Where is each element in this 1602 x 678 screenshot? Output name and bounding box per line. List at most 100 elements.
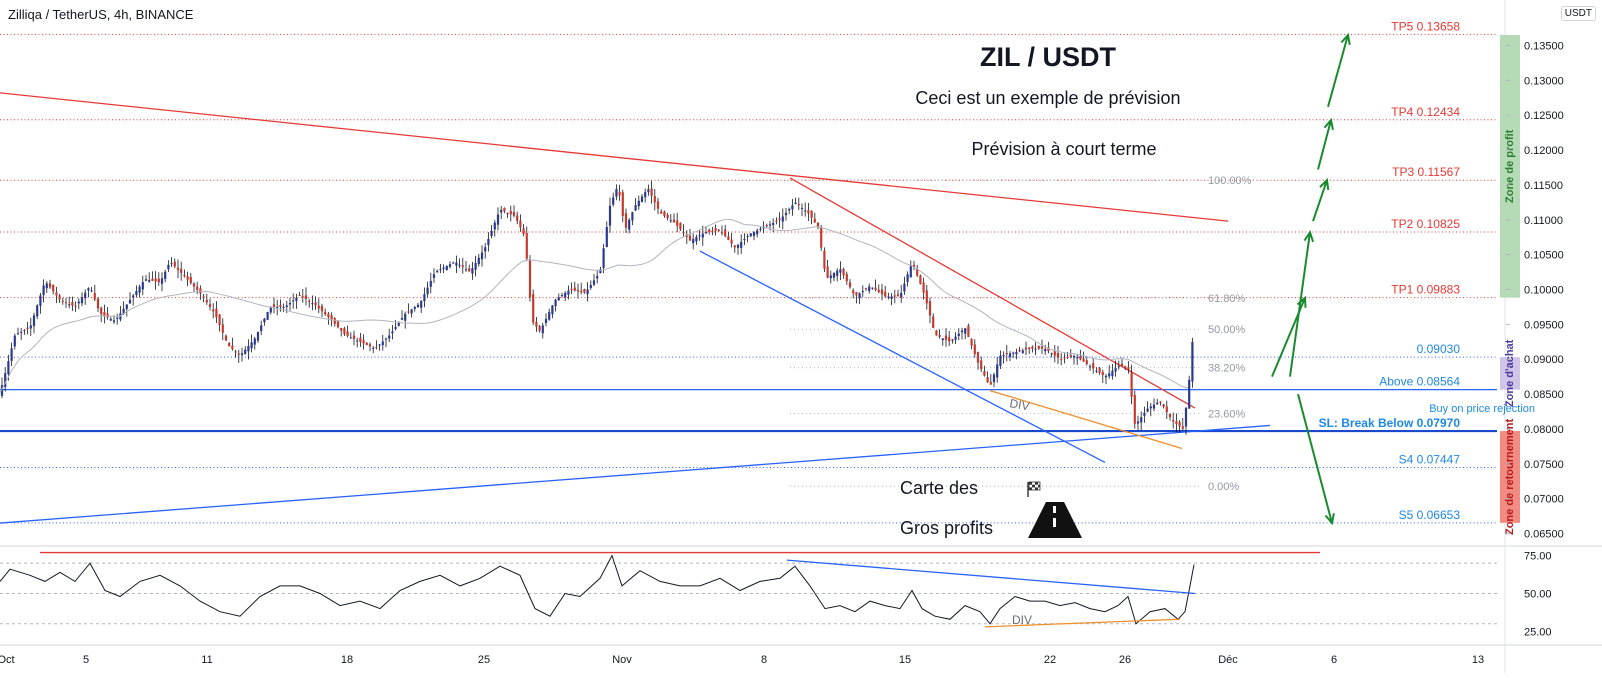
- projection-arrow: [1297, 393, 1333, 524]
- candle-body: [247, 345, 250, 352]
- candle-body: [455, 262, 458, 266]
- candle-body: [784, 212, 788, 216]
- candle-body: [1114, 368, 1117, 372]
- candle-body: [1111, 370, 1114, 377]
- projection-arrowhead: [1323, 117, 1334, 131]
- candle-body: [439, 269, 442, 271]
- time-tick-label: 18: [341, 654, 353, 666]
- map-line-1: Carte des: [900, 478, 978, 498]
- candle-body: [1143, 412, 1146, 416]
- level-label: TP1 0.09883: [1391, 283, 1460, 297]
- candle-body: [1181, 426, 1184, 429]
- candle-body: [909, 265, 912, 278]
- candle-body: [519, 220, 522, 228]
- candle-body: [1082, 358, 1085, 362]
- candle-body: [503, 207, 506, 212]
- candle-body: [263, 318, 266, 323]
- candle-body: [788, 209, 791, 211]
- projection-arrowhead: [1324, 513, 1335, 526]
- candle-body: [218, 314, 221, 325]
- level-label: S5 0.06653: [1399, 508, 1461, 522]
- candle-body: [141, 282, 144, 290]
- candle-body: [1178, 421, 1181, 427]
- price-tick-label: 0.10000: [1524, 284, 1564, 296]
- candle-body: [874, 287, 877, 290]
- candle-body: [80, 297, 84, 304]
- price-tick-label: 0.13000: [1524, 75, 1564, 87]
- candle-body: [544, 318, 548, 324]
- fib-label: 100.00%: [1208, 175, 1252, 187]
- candle-body: [973, 344, 976, 355]
- chart-title: ZIL / USDT: [980, 42, 1117, 72]
- candle-body: [650, 188, 653, 196]
- time-tick-label: 15: [899, 654, 911, 666]
- candle-body: [813, 218, 816, 223]
- candle-body: [868, 286, 871, 291]
- candle-body: [551, 305, 554, 315]
- candle-body: [352, 335, 356, 339]
- candle-body: [71, 301, 74, 306]
- price-tick-label: 0.10500: [1524, 250, 1564, 262]
- finish-flag-icon: [1027, 481, 1041, 497]
- candle-body: [304, 295, 308, 299]
- zone-band: [1500, 431, 1520, 523]
- candle-body: [487, 238, 490, 246]
- candle-body: [880, 289, 884, 295]
- candle-body: [996, 364, 999, 378]
- candle-body: [852, 290, 855, 294]
- candle-body: [1188, 379, 1191, 409]
- time-tick-label: 6: [1331, 654, 1337, 666]
- candle-body: [596, 275, 599, 279]
- candle-body: [496, 214, 500, 225]
- candle-body: [87, 288, 90, 291]
- candle-body: [1152, 404, 1156, 409]
- candle-body: [845, 274, 848, 282]
- div-label-rsi: DIV: [1012, 613, 1032, 627]
- candle-body: [730, 239, 733, 244]
- candle-body: [250, 342, 253, 349]
- price-tick-label: 0.11500: [1524, 180, 1563, 192]
- candle-body: [717, 229, 720, 231]
- candle-body: [154, 278, 157, 282]
- candle-body: [240, 353, 244, 356]
- currency-badge[interactable]: USDT: [1560, 6, 1596, 21]
- candle-body: [324, 311, 327, 315]
- candle-body: [1044, 348, 1047, 352]
- candle-body: [858, 293, 861, 299]
- candle-body: [96, 298, 100, 309]
- candle-body: [855, 292, 858, 296]
- candle-body: [1037, 345, 1040, 349]
- candle-body: [32, 315, 36, 327]
- candle-body: [647, 189, 650, 193]
- candle-body: [736, 244, 740, 248]
- candle-body: [1184, 408, 1188, 427]
- candle-body: [39, 295, 42, 306]
- candle-body: [951, 339, 954, 341]
- candle-body: [4, 373, 7, 388]
- candle-body: [900, 292, 903, 298]
- candle-body: [775, 220, 778, 222]
- candle-body: [314, 302, 317, 306]
- candle-body: [55, 292, 58, 296]
- candle-body: [560, 295, 564, 297]
- candle-body: [192, 283, 196, 287]
- candle-body: [381, 341, 384, 346]
- candle-body: [93, 293, 96, 300]
- candle-body: [343, 328, 346, 335]
- candle-body: [368, 344, 372, 347]
- candle-body: [714, 228, 717, 231]
- time-tick-label: 13: [1472, 654, 1484, 666]
- trendline-long-uptrend: [0, 424, 1271, 524]
- candle-body: [176, 267, 180, 270]
- candle-body: [1085, 360, 1088, 364]
- candle-body: [727, 236, 730, 240]
- moving-average-line: [0, 218, 1189, 393]
- candle-body: [624, 213, 628, 228]
- candle-body: [285, 305, 288, 307]
- candle-body: [922, 282, 925, 293]
- chart-subtitle: Ceci est un exemple de prévision: [915, 88, 1180, 108]
- chart-header: Zilliqa / TetherUS, 4h, BINANCE: [8, 7, 194, 22]
- candle-body: [64, 302, 68, 304]
- trendline-steep-downtrend: [789, 177, 1196, 409]
- price-tick-label: 0.09500: [1524, 319, 1564, 331]
